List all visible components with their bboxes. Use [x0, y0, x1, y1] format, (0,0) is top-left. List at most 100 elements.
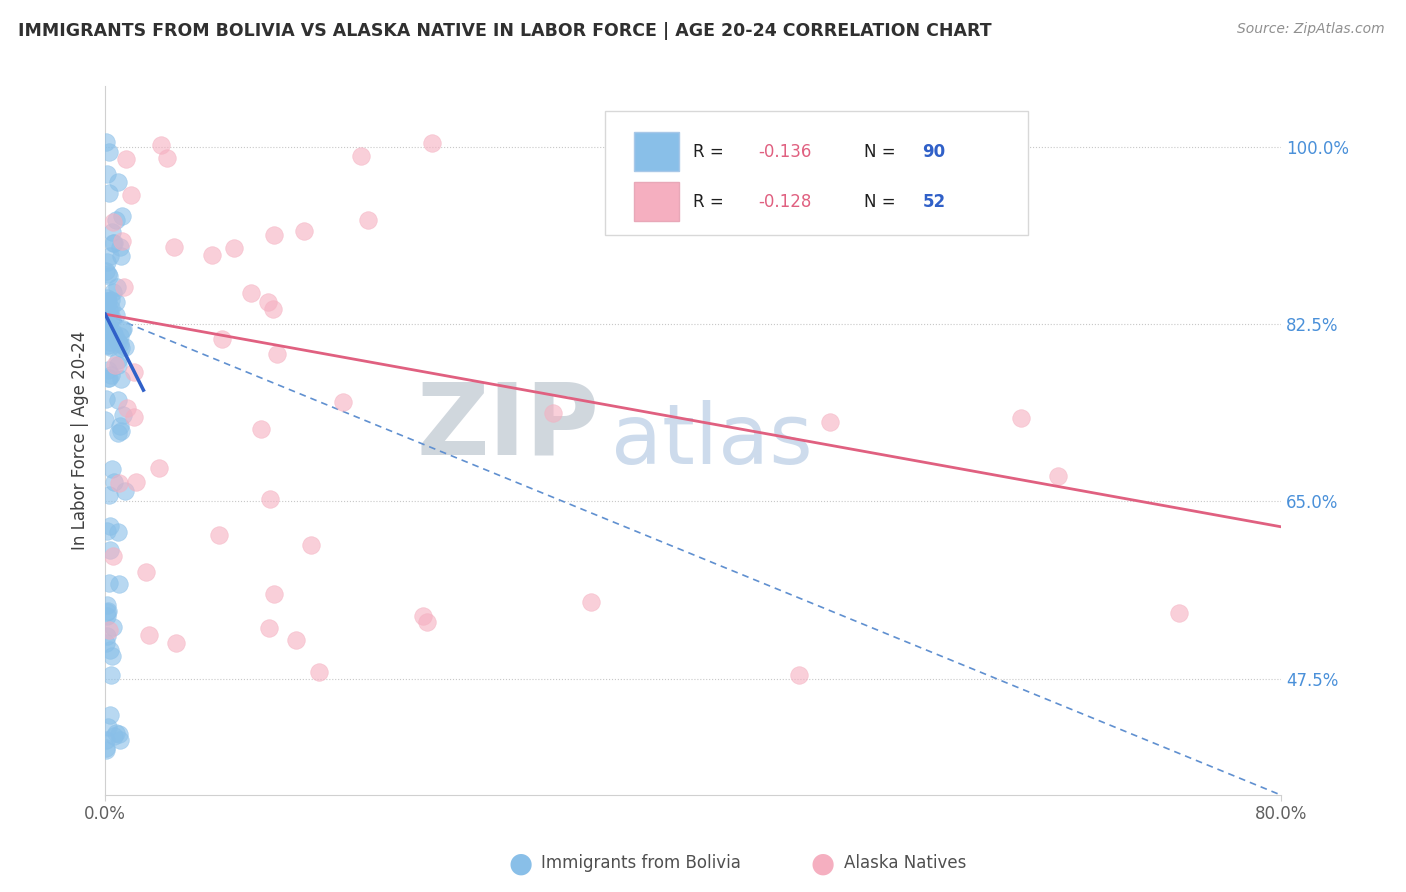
- Point: [122, 365, 145, 379]
- Point: [100, 648, 122, 663]
- Point: [101, 620, 124, 634]
- Point: [263, 587, 285, 601]
- Point: [100, 226, 122, 240]
- Point: [98, 335, 121, 350]
- Point: [97, 370, 120, 384]
- Point: [104, 308, 127, 322]
- FancyBboxPatch shape: [634, 182, 679, 221]
- Point: [110, 341, 132, 355]
- Point: [97, 604, 120, 618]
- Point: [97, 363, 120, 377]
- Point: [110, 733, 132, 747]
- Point: [100, 312, 122, 326]
- Point: [108, 418, 131, 433]
- Point: [104, 725, 127, 739]
- Point: [100, 519, 122, 533]
- Y-axis label: In Labor Force | Age 20-24: In Labor Force | Age 20-24: [72, 331, 89, 550]
- Text: ●: ●: [508, 849, 533, 878]
- Point: [110, 249, 132, 263]
- Point: [165, 636, 187, 650]
- Point: [412, 608, 434, 623]
- Point: [97, 303, 120, 318]
- Point: [97, 576, 120, 591]
- Point: [107, 727, 129, 741]
- Point: [97, 186, 120, 200]
- Point: [149, 137, 172, 152]
- Point: [94, 300, 117, 314]
- FancyBboxPatch shape: [634, 132, 679, 171]
- Point: [107, 577, 129, 591]
- Point: [98, 249, 121, 263]
- Point: [257, 294, 280, 309]
- Point: [262, 301, 284, 316]
- Point: [332, 395, 354, 409]
- Text: Alaska Natives: Alaska Natives: [844, 855, 966, 872]
- Point: [96, 293, 118, 308]
- Point: [101, 325, 124, 339]
- Point: [96, 319, 118, 334]
- Point: [98, 708, 121, 723]
- Point: [789, 668, 811, 682]
- Point: [97, 488, 120, 502]
- Point: [94, 732, 117, 747]
- Point: [266, 346, 288, 360]
- FancyBboxPatch shape: [605, 112, 1028, 235]
- Text: ●: ●: [810, 849, 835, 878]
- Text: Immigrants from Bolivia: Immigrants from Bolivia: [541, 855, 741, 872]
- Point: [107, 175, 129, 189]
- Point: [720, 183, 742, 197]
- Point: [416, 615, 439, 629]
- Point: [108, 476, 131, 491]
- Point: [125, 475, 148, 490]
- Point: [224, 241, 246, 255]
- Point: [94, 135, 117, 149]
- Point: [101, 549, 124, 563]
- Point: [208, 528, 231, 542]
- Point: [96, 635, 118, 649]
- Point: [108, 329, 131, 343]
- Point: [263, 227, 285, 242]
- Point: [96, 605, 118, 619]
- Point: [112, 408, 135, 422]
- Point: [114, 483, 136, 498]
- Point: [94, 392, 117, 407]
- Point: [259, 492, 281, 507]
- Point: [96, 291, 118, 305]
- Point: [292, 224, 315, 238]
- Point: [211, 332, 233, 346]
- Text: -0.136: -0.136: [758, 143, 811, 161]
- Point: [110, 372, 132, 386]
- Point: [104, 212, 127, 227]
- Point: [350, 149, 373, 163]
- Point: [111, 209, 134, 223]
- Point: [103, 235, 125, 250]
- Point: [114, 340, 136, 354]
- Point: [818, 415, 841, 429]
- Text: N =: N =: [863, 193, 900, 211]
- Point: [101, 285, 124, 299]
- Point: [96, 264, 118, 278]
- Point: [308, 665, 330, 679]
- Point: [96, 167, 118, 181]
- Point: [98, 643, 121, 657]
- Point: [107, 358, 129, 372]
- Point: [96, 524, 118, 539]
- Point: [98, 543, 121, 558]
- Point: [97, 293, 120, 308]
- Point: [104, 358, 127, 372]
- Point: [100, 368, 122, 382]
- Text: atlas: atlas: [610, 401, 813, 481]
- Point: [112, 280, 135, 294]
- Point: [111, 323, 134, 337]
- Point: [257, 621, 280, 635]
- Text: 52: 52: [922, 193, 945, 211]
- Point: [103, 729, 125, 743]
- Point: [108, 240, 131, 254]
- Text: -0.128: -0.128: [758, 193, 811, 211]
- Point: [96, 609, 118, 624]
- Text: 90: 90: [922, 143, 945, 161]
- Point: [97, 267, 120, 281]
- Point: [250, 422, 273, 436]
- Point: [122, 409, 145, 424]
- Point: [107, 352, 129, 367]
